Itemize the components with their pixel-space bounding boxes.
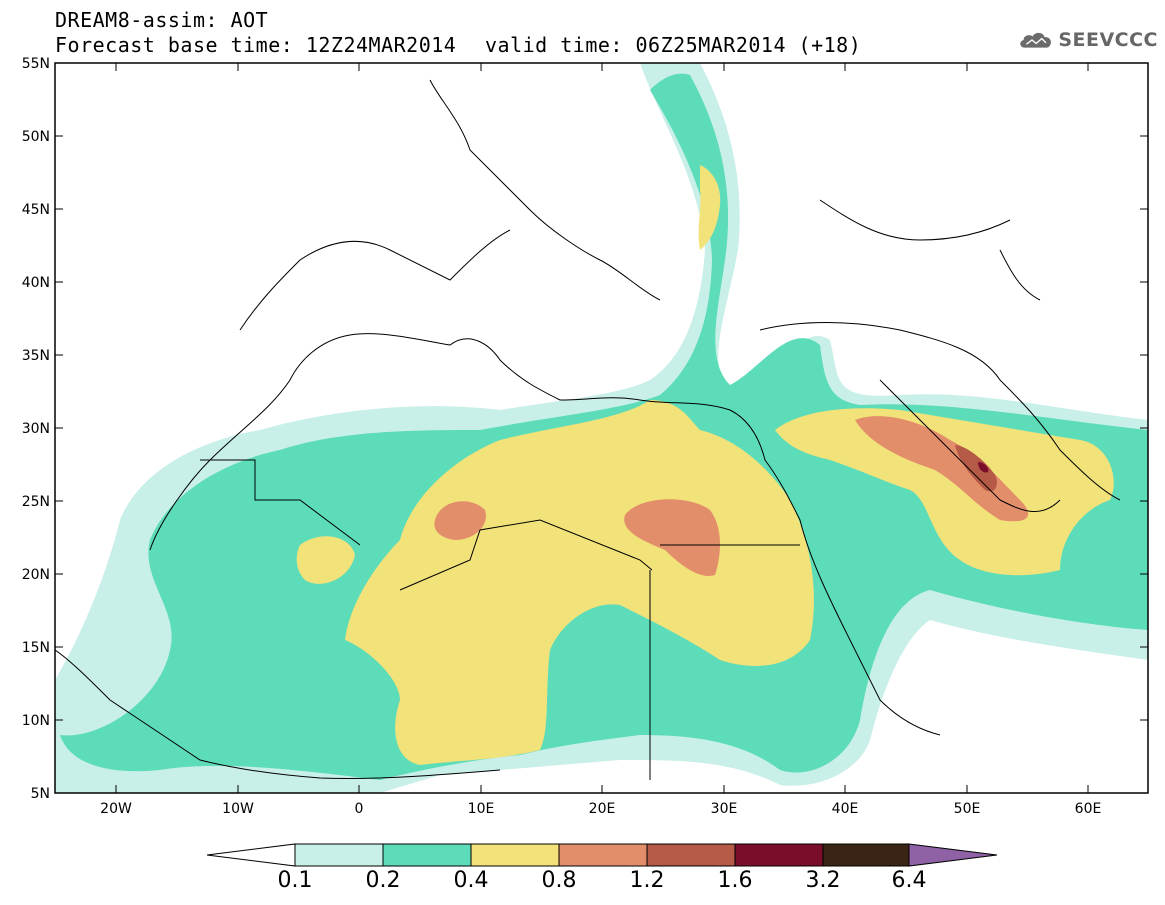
colorbar-label: 0.8 [541,868,577,893]
colorbar-swatch [646,843,736,867]
colorbar-label: 0.4 [453,868,489,893]
lon-label: 0 [355,801,364,817]
colorbar-label: 1.2 [629,868,665,893]
lon-label: 60E [1075,801,1102,817]
lat-label: 35N [22,348,50,364]
lat-label: 20N [22,567,50,583]
colorbar-label: 6.4 [891,868,927,893]
valid-time: valid time: 06Z25MAR2014 (+18) [485,33,862,57]
colorbar-swatch [822,843,910,867]
lat-label: 30N [22,421,50,437]
lat-label: 10N [22,713,50,729]
seevccc-logo: SEEVCCC [1018,22,1158,58]
colorbar-label: 1.6 [717,868,753,893]
lon-label: 20W [100,801,132,817]
lon-label: 30E [711,801,738,817]
colorbar-high-arrow [908,843,998,867]
lat-label: 50N [22,129,50,145]
colorbar-label: 0.2 [365,868,401,893]
colorbar-swatch [382,843,472,867]
colorbar-low-arrow [206,843,296,867]
lon-label: 50E [954,801,981,817]
lat-label: 45N [22,202,50,218]
lat-label: 40N [22,275,50,291]
logo-text: SEEVCCC [1058,29,1158,51]
lon-label: 40E [832,801,859,817]
title-line-2: Forecast base time: 12Z24MAR2014 [55,33,457,57]
lon-label: 20E [589,801,616,817]
lat-label: 5N [31,786,50,802]
cloud-icon [1020,32,1051,48]
colorbar-label: 0.1 [277,868,313,893]
lon-label: 10W [222,801,254,817]
coastlines [55,79,1121,780]
lon-label: 10E [468,801,495,817]
colorbar-swatch [734,843,824,867]
colorbar [206,843,998,867]
lat-label: 55N [22,56,50,72]
colorbar-swatch [294,843,384,867]
colorbar-swatch [558,843,648,867]
title-line-1: DREAM8-assim: AOT [55,8,269,32]
lat-label: 15N [22,640,50,656]
colorbar-swatch [470,843,560,867]
aot-field [55,63,1148,793]
lat-label: 25N [22,494,50,510]
colorbar-label: 3.2 [805,868,841,893]
